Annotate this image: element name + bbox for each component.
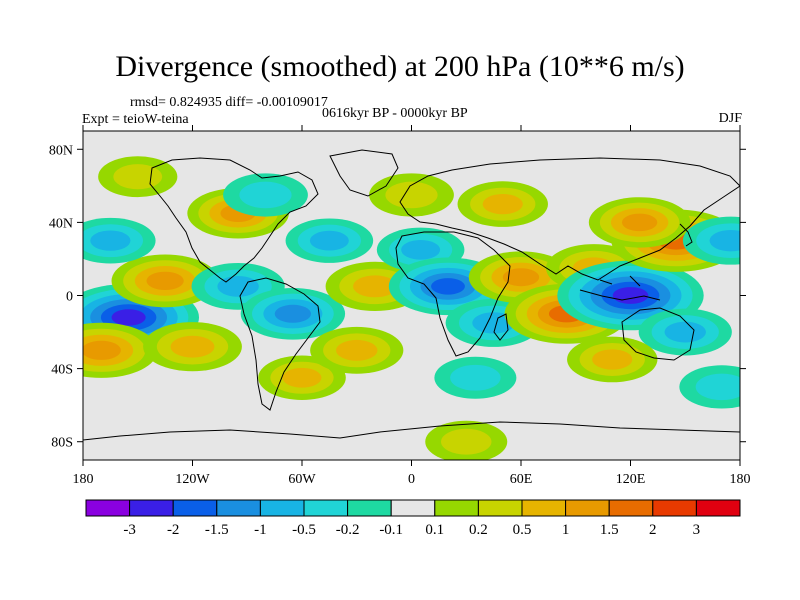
field-anomaly — [111, 309, 146, 326]
field-anomaly — [385, 181, 438, 209]
map-axes: 80N 40N 0 40S 80S 180 120W 60W 0 60E 120E 180 — [49, 125, 751, 487]
colorbar-label: -0.5 — [292, 522, 316, 538]
colorbar-swatch — [347, 499, 392, 517]
field-anomaly — [83, 340, 121, 360]
colorbar-label: -3 — [123, 522, 136, 538]
coastline-australia — [621, 307, 695, 361]
field-anomaly — [309, 230, 349, 251]
lat-tick-label: 80S — [51, 436, 73, 451]
field-anomaly — [482, 193, 523, 215]
colorbar-swatch — [652, 499, 697, 517]
stats-label: rmsd= 0.824935 diff= -0.00109017 — [130, 95, 328, 110]
field-anomaly — [612, 287, 649, 304]
field-anomaly — [113, 164, 163, 190]
lon-tick-label: 60W — [288, 472, 316, 487]
coastlines — [83, 149, 740, 441]
lat-tick-label: 80N — [49, 143, 73, 158]
lon-tick-label: 180 — [73, 472, 94, 487]
coastline-japan — [679, 223, 693, 247]
coastline-madagascar — [493, 313, 509, 341]
colorbar-label: 0.1 — [425, 522, 444, 538]
colorbar-swatch — [390, 499, 436, 517]
coastline-eurasia — [399, 157, 740, 281]
divergence-field — [83, 156, 740, 460]
season-label: DJF — [718, 111, 742, 126]
map-title: Divergence (smoothed) at 200 hPa (10**6 … — [115, 50, 685, 83]
colorbar-label: 0.5 — [513, 522, 532, 538]
field-anomaly — [502, 268, 540, 287]
colorbar-swatch — [172, 499, 218, 517]
field-anomaly — [336, 339, 378, 361]
coastline-south-america — [239, 277, 321, 411]
lon-tick-label: 120E — [616, 472, 646, 487]
coastline-indonesia — [579, 275, 661, 301]
colorbar-swatch — [129, 499, 174, 517]
period-label: 0616kyr BP - 0000kyr BP — [322, 106, 468, 121]
field-anomaly — [431, 278, 465, 295]
field-anomaly — [90, 230, 131, 251]
lat-tick-label: 40N — [49, 216, 73, 231]
field-anomaly — [170, 335, 215, 358]
field-anomaly — [450, 364, 501, 391]
lon-tick-label: 0 — [408, 472, 415, 487]
lon-tick-label: 180 — [730, 472, 751, 487]
field-anomaly — [441, 428, 492, 455]
colorbar-label: -1.5 — [205, 522, 229, 538]
colorbar-swatch — [434, 499, 479, 517]
lon-tick-label: 120W — [175, 472, 210, 487]
colorbar-label: -0.2 — [336, 522, 360, 538]
colorbar-label: 2 — [649, 522, 657, 538]
colorbar-label: 1.5 — [600, 522, 619, 538]
field-anomaly — [217, 275, 259, 297]
lon-tick-label: 60E — [510, 472, 533, 487]
colorbar-swatch — [521, 499, 567, 517]
lat-tick-label: 40S — [51, 363, 73, 378]
coastline-africa — [395, 231, 511, 357]
colorbar-label: 0.2 — [469, 522, 488, 538]
field-anomaly — [282, 367, 322, 388]
field-anomaly — [592, 349, 633, 370]
colorbar-label: -1 — [254, 522, 267, 538]
lat-tick-label: 0 — [66, 290, 73, 305]
field-anomaly — [621, 213, 658, 232]
colorbar-label: 3 — [693, 522, 701, 538]
field-anomaly — [353, 275, 397, 298]
colorbar-swatch — [303, 499, 349, 517]
field-anomaly — [146, 271, 184, 291]
field-anomaly — [274, 304, 312, 323]
field-anomaly — [472, 312, 515, 334]
colorbar-swatch — [477, 499, 523, 517]
coastline-antarctica — [83, 421, 740, 441]
field-anomaly — [695, 373, 740, 401]
colorbar-swatch — [608, 499, 654, 517]
experiment-label: Expt = teioW-teina — [82, 112, 189, 127]
colorbar-swatch — [216, 499, 261, 517]
field-anomaly — [709, 230, 740, 252]
field-anomaly — [239, 181, 292, 209]
colorbar-swatch — [565, 499, 610, 517]
colorbar-label: -2 — [167, 522, 180, 538]
colorbar-swatch — [85, 499, 131, 517]
coastline-greenland — [329, 149, 399, 197]
colorbar-swatch — [259, 499, 305, 517]
field-anomaly — [401, 239, 441, 260]
colorbar-label: -0.1 — [379, 522, 403, 538]
field-anomaly — [664, 321, 706, 343]
colorbar: -3 -2 -1.5 -1 -0.5 -0.2 -0.1 0.1 0.2 0.5 1 1.5 2 3 — [85, 499, 741, 538]
colorbar-swatch — [695, 499, 741, 517]
colorbar-label: 1 — [562, 522, 570, 538]
coastline-north-america — [149, 157, 319, 283]
